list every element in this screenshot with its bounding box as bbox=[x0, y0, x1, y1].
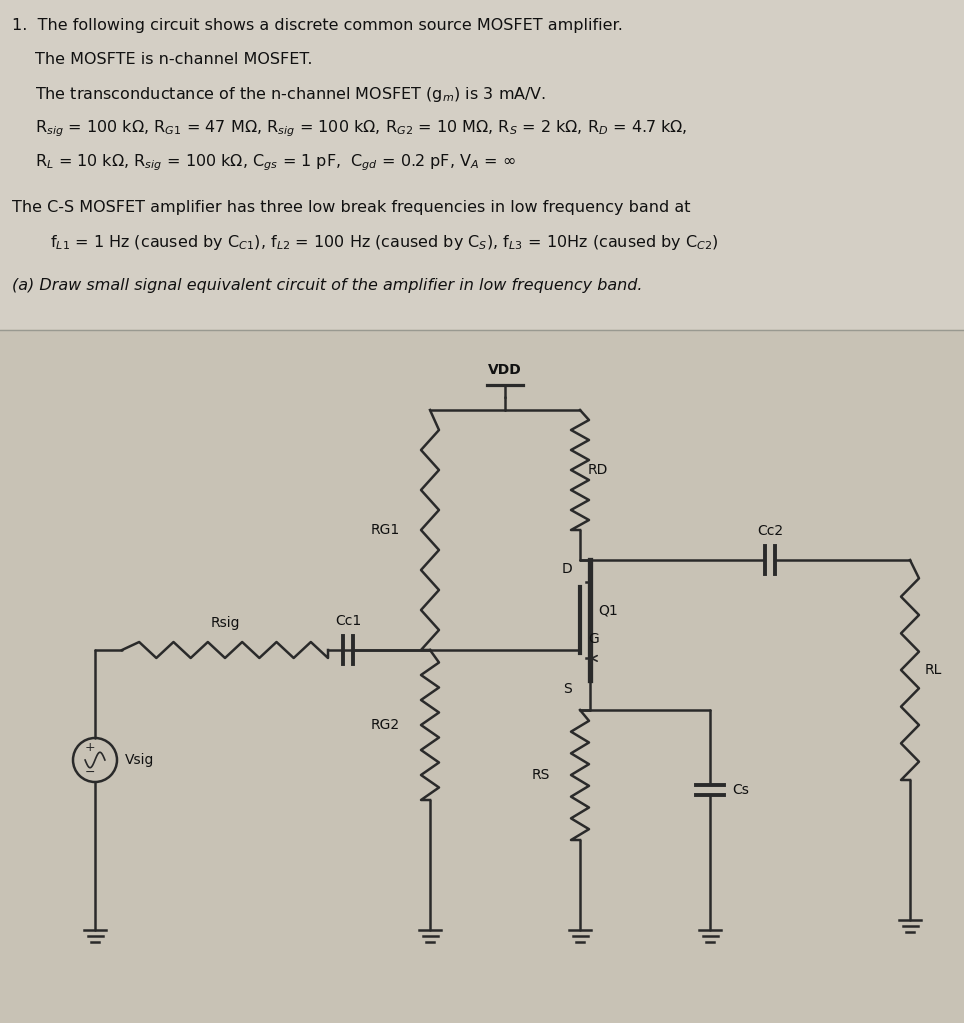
Text: 1.  The following circuit shows a discrete common source MOSFET amplifier.: 1. The following circuit shows a discret… bbox=[12, 18, 623, 33]
Text: G: G bbox=[588, 632, 599, 646]
Text: Vsig: Vsig bbox=[125, 753, 154, 767]
Text: D: D bbox=[561, 562, 572, 576]
Text: The transconductance of the n-channel MOSFET (g$_m$) is 3 mA/V.: The transconductance of the n-channel MO… bbox=[35, 85, 547, 104]
Text: −: − bbox=[85, 765, 95, 779]
Text: S: S bbox=[563, 682, 572, 696]
Text: Rsig: Rsig bbox=[210, 616, 240, 630]
Bar bbox=[0, 0, 964, 330]
Text: Cc1: Cc1 bbox=[335, 614, 362, 628]
Text: RD: RD bbox=[588, 463, 608, 477]
Text: RG2: RG2 bbox=[371, 718, 400, 732]
Text: VDD: VDD bbox=[488, 363, 522, 377]
Text: Cc2: Cc2 bbox=[757, 524, 783, 538]
Text: RS: RS bbox=[531, 768, 550, 782]
Text: The C-S MOSFET amplifier has three low break frequencies in low frequency band a: The C-S MOSFET amplifier has three low b… bbox=[12, 201, 690, 215]
Text: RG1: RG1 bbox=[371, 523, 400, 537]
Text: (a) Draw small signal equivalent circuit of the amplifier in low frequency band.: (a) Draw small signal equivalent circuit… bbox=[12, 278, 642, 293]
Text: R$_L$ = 10 k$\Omega$, R$_{sig}$ = 100 k$\Omega$, C$_{gs}$ = 1 pF,  C$_{gd}$ = 0.: R$_L$ = 10 k$\Omega$, R$_{sig}$ = 100 k$… bbox=[35, 152, 516, 173]
Text: RL: RL bbox=[925, 663, 943, 677]
Text: Cs: Cs bbox=[732, 783, 749, 797]
Text: The MOSFTE is n-channel MOSFET.: The MOSFTE is n-channel MOSFET. bbox=[35, 52, 312, 66]
Text: R$_{sig}$ = 100 k$\Omega$, R$_{G1}$ = 47 M$\Omega$, R$_{sig}$ = 100 k$\Omega$, R: R$_{sig}$ = 100 k$\Omega$, R$_{G1}$ = 47… bbox=[35, 118, 687, 138]
Text: f$_{L1}$ = 1 Hz (caused by C$_{C1}$), f$_{L2}$ = 100 Hz (caused by C$_S$), f$_{L: f$_{L1}$ = 1 Hz (caused by C$_{C1}$), f$… bbox=[50, 233, 719, 252]
Text: +: + bbox=[85, 742, 95, 754]
Bar bbox=[0, 330, 964, 1023]
Text: Q1: Q1 bbox=[598, 603, 618, 617]
